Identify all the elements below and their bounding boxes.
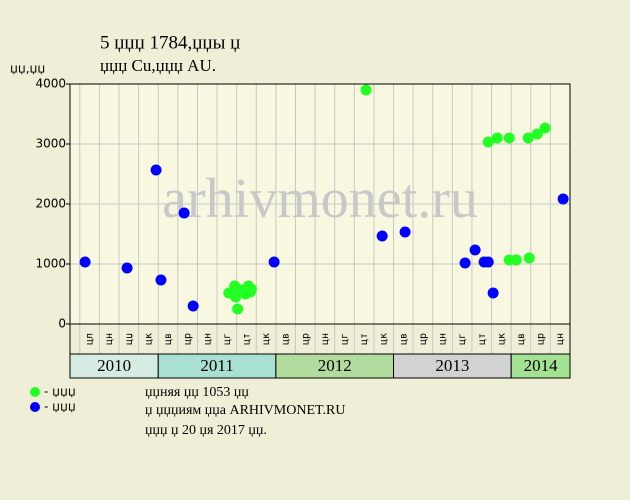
x-tick-label: цл (85, 333, 96, 345)
point (510, 254, 522, 266)
x-tick-label: цг (457, 333, 468, 345)
year-cell (393, 353, 512, 379)
year-cell (157, 353, 277, 379)
x-tick-label: цн (438, 333, 449, 345)
point (360, 84, 372, 96)
point (187, 300, 199, 312)
x-tick-label: цр (300, 333, 311, 345)
year-label: 2014 (524, 356, 559, 375)
year-label: 2012 (318, 356, 352, 375)
point (487, 287, 499, 299)
chart-title: 5 џџџ 1784,џџы џ (100, 32, 240, 53)
point (491, 132, 503, 144)
x-tick-label: цн (555, 333, 566, 345)
point (523, 252, 535, 264)
legend-marker (30, 402, 40, 412)
x-tick-label: цт (477, 333, 488, 345)
point (244, 286, 256, 298)
point (539, 122, 551, 134)
point (482, 256, 494, 268)
x-tick-label: цр (536, 333, 547, 345)
x-tick-label: цг (222, 333, 233, 345)
x-tick-label: цв (398, 333, 409, 345)
year-label: 2010 (97, 356, 131, 375)
point (482, 136, 494, 148)
year-label: 2013 (435, 356, 469, 375)
x-tick-label: цџ (124, 333, 135, 345)
year-label: 2011 (200, 356, 233, 375)
point (531, 128, 543, 140)
point (503, 132, 515, 144)
point (459, 257, 471, 269)
x-tick-label: цв (281, 333, 292, 345)
legend-marker (30, 387, 40, 397)
x-tick-label: цк (261, 333, 272, 345)
point (522, 132, 534, 144)
point (469, 244, 481, 256)
point (268, 256, 280, 268)
x-tick-label: цг (340, 333, 351, 345)
point (232, 303, 244, 315)
point (376, 230, 388, 242)
y-axis-label: џџ,џџ (10, 62, 45, 76)
x-tick-label: цн (104, 333, 115, 345)
point (178, 207, 190, 219)
x-tick-label: цн (320, 333, 331, 345)
x-tick-label: цк (143, 333, 154, 345)
point (399, 226, 411, 238)
x-tick-label: цк (379, 333, 390, 345)
x-tick-label: цн (202, 333, 213, 345)
watermark: arhivmonet.ru (162, 168, 478, 230)
chart-subtitle: џџџ Cu,џџџ AU. (100, 56, 216, 75)
point (557, 193, 569, 205)
y-tick-label: 1000 (35, 257, 66, 271)
x-tick-label: цр (418, 333, 429, 345)
note: џџняя џџ 1053 џџ (145, 385, 249, 400)
x-tick-label: цт (359, 333, 370, 345)
y-tick-label: 4000 (35, 77, 66, 91)
point (79, 256, 91, 268)
note: џ џџџиям џџа ARHIVMONET.RU (145, 403, 345, 418)
x-tick-label: цв (516, 333, 527, 345)
point (155, 274, 167, 286)
legend-label: - џџџ (44, 400, 76, 414)
year-cell (510, 353, 571, 379)
point (121, 262, 133, 274)
y-tick-label: 3000 (35, 137, 66, 151)
y-tick-label: 2000 (35, 197, 66, 211)
x-tick-label: цт (241, 333, 252, 345)
x-tick-label: цв (163, 333, 174, 345)
y-tick-label: 0 (58, 317, 66, 331)
year-cell (275, 353, 395, 379)
x-tick-label: цк (496, 333, 507, 345)
legend-label: - џџџ (44, 385, 76, 399)
note: џџџ џ 20 џя 2017 џџ. (145, 423, 267, 438)
point (150, 164, 162, 176)
x-tick-label: цр (183, 333, 194, 345)
